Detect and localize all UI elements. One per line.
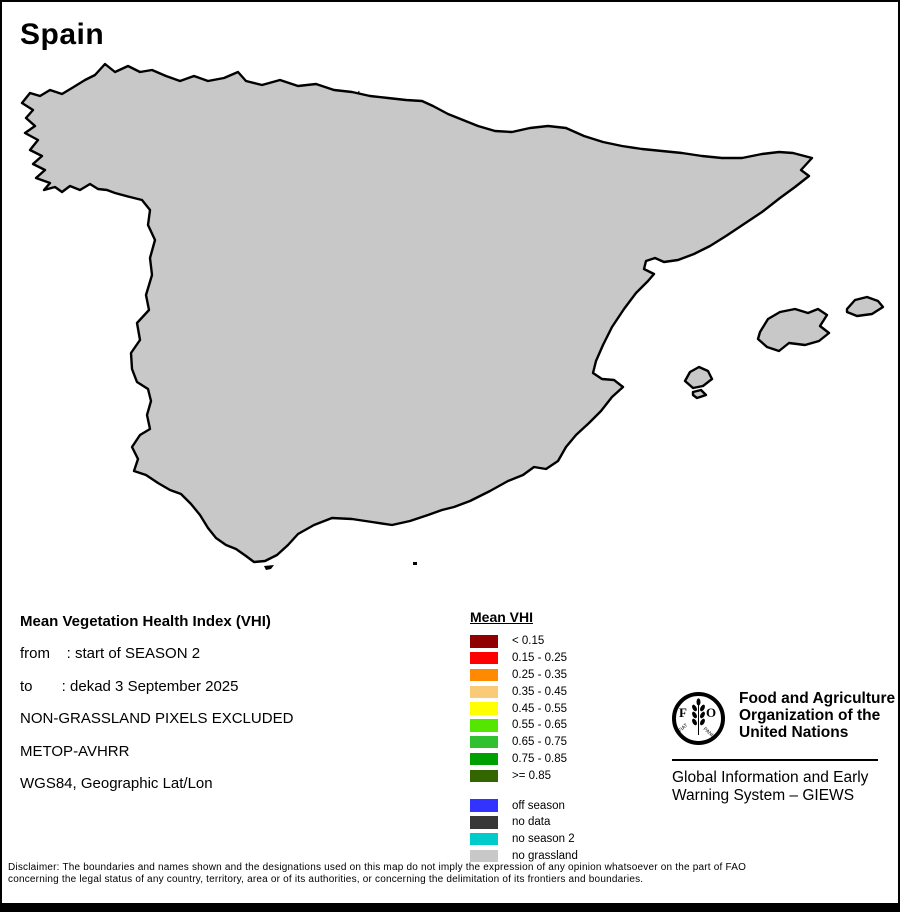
legend-row: 0.15 - 0.25 xyxy=(470,650,578,667)
giews-line: Warning System – GIEWS xyxy=(672,786,855,804)
disclaimer-line: Disclaimer: The boundaries and names sho… xyxy=(8,862,747,873)
fao-divider xyxy=(672,759,878,761)
map-metadata: Mean Vegetation Health Index (VHI) from … xyxy=(20,606,293,800)
legend-label: 0.65 - 0.75 xyxy=(512,736,567,749)
legend-vhi-group: < 0.15 0.15 - 0.25 0.25 - 0.35 0.35 - 0.… xyxy=(470,633,578,784)
metadata-line: WGS84, Geographic Lat/Lon xyxy=(20,775,213,793)
legend-swatch xyxy=(470,769,498,783)
metadata-line: METOP-AVHRR xyxy=(20,742,130,760)
legend-label: no season 2 xyxy=(512,833,575,846)
fao-motto-fiat: FIAT xyxy=(677,723,689,734)
disclaimer: Disclaimer: The boundaries and names sho… xyxy=(8,862,896,886)
giews-line: Global Information and Early xyxy=(672,769,869,786)
fao-org-name: Food and Agriculture Organization of the… xyxy=(739,690,895,741)
disclaimer-line: concerning the legal status of any count… xyxy=(8,873,644,885)
legend-label: no data xyxy=(512,816,551,829)
legend-label: 0.15 - 0.25 xyxy=(512,652,567,665)
coastal-marks xyxy=(264,562,417,570)
fao-logo-letter-o: O xyxy=(706,705,716,720)
legend-label: no grassland xyxy=(512,849,578,862)
legend-label: 0.35 - 0.45 xyxy=(512,685,567,698)
legend-label: off season xyxy=(512,799,565,812)
coastline xyxy=(20,62,885,564)
legend-swatch xyxy=(470,735,498,749)
wheat-ear-icon xyxy=(692,698,705,735)
legend-swatch xyxy=(470,849,498,863)
legend-swatch xyxy=(470,685,498,699)
legend-status-group: off season no data no season 2 no grassl… xyxy=(470,797,578,864)
legend-row: no data xyxy=(470,814,578,831)
legend: Mean VHI < 0.15 0.15 - 0.25 0.25 - 0.35 … xyxy=(470,609,578,864)
spain-vhi-map xyxy=(20,62,885,570)
legend-row: 0.45 - 0.55 xyxy=(470,700,578,717)
legend-label: >= 0.85 xyxy=(512,769,552,782)
legend-row: no season 2 xyxy=(470,831,578,848)
fao-logo-icon: F O FIAT PANIS xyxy=(672,692,725,745)
legend-label: < 0.15 xyxy=(512,635,545,648)
legend-swatch xyxy=(470,752,498,766)
legend-row: no grassland xyxy=(470,848,578,865)
legend-swatch xyxy=(470,799,498,812)
legend-row: 0.75 - 0.85 xyxy=(470,751,578,768)
legend-label: 0.45 - 0.55 xyxy=(512,702,567,715)
legend-label: 0.55 - 0.65 xyxy=(512,719,567,732)
bottom-bar xyxy=(0,903,900,912)
legend-swatch xyxy=(470,832,498,846)
legend-row: off season xyxy=(470,797,578,814)
legend-row: >= 0.85 xyxy=(470,767,578,784)
legend-swatch xyxy=(470,635,498,648)
legend-label: 0.75 - 0.85 xyxy=(512,752,567,765)
fao-org-line: Organization of the xyxy=(739,707,881,724)
legend-label: 0.25 - 0.35 xyxy=(512,668,567,681)
fao-org-line: United Nations xyxy=(739,724,849,741)
legend-swatch xyxy=(470,719,498,732)
legend-row: < 0.15 xyxy=(470,633,578,650)
metadata-line: from : start of SEASON 2 xyxy=(20,645,201,663)
metadata-line: Mean Vegetation Health Index (VHI) xyxy=(20,613,271,630)
legend-row: 0.35 - 0.45 xyxy=(470,683,578,700)
fao-org-line: Food and Agriculture xyxy=(739,690,896,707)
fao-logo-letter-f: F xyxy=(679,705,687,720)
page-title: Spain xyxy=(20,18,105,51)
metadata-line: to : dekad 3 September 2025 xyxy=(20,677,239,695)
legend-row: 0.25 - 0.35 xyxy=(470,667,578,684)
legend-swatch xyxy=(470,651,498,665)
legend-swatch xyxy=(470,816,498,829)
legend-swatch xyxy=(470,668,498,682)
legend-swatch xyxy=(470,702,498,715)
giews-name: Global Information and Early Warning Sys… xyxy=(672,769,868,804)
legend-row: 0.55 - 0.65 xyxy=(470,717,578,734)
metadata-line: NON-GRASSLAND PIXELS EXCLUDED xyxy=(20,710,294,728)
legend-title: Mean VHI xyxy=(470,609,534,625)
legend-row: 0.65 - 0.75 xyxy=(470,734,578,751)
